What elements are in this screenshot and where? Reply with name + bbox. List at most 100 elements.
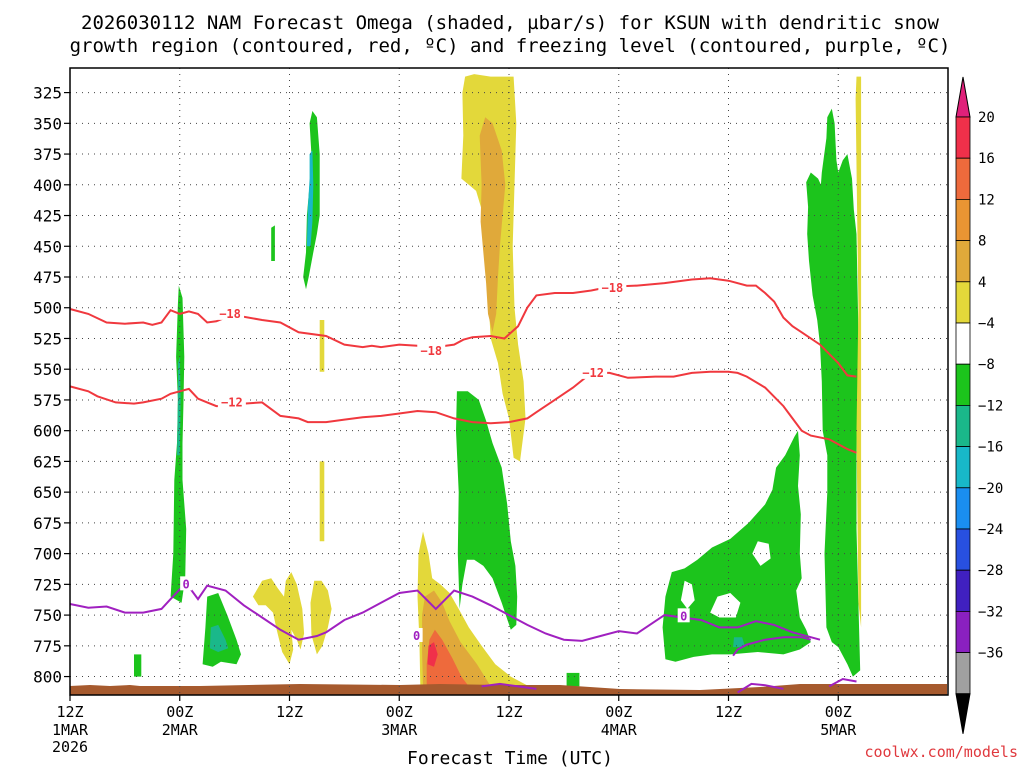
colorbar-swatch-12 [955,611,971,654]
freezing-level-line-label: 0 [413,629,420,643]
teal-blob-2mar-18z [209,624,229,652]
colorbar-swatch-11 [955,569,971,612]
y-tick-label: 675 [33,514,62,533]
colorbar-level-label: 8 [978,234,986,250]
dgz-minus18-line-label-bg [216,305,245,320]
yellow-cluster-2mar [252,572,305,665]
freezing-level-line-b [732,636,812,657]
chart-title-line2: growth region (contoured, red, ºC) and f… [70,35,951,57]
colorbar-swatch-9 [955,487,971,530]
white-hole-4mar-b [710,593,741,618]
colorbar-swatch-4 [955,281,971,324]
colorbar-level-label: −36 [978,646,1003,662]
teal-speck-4mar [733,637,745,648]
colorbar-level-label: 20 [978,110,995,126]
colorbar-level-label: −28 [978,563,1003,579]
colorbar-level-label: −24 [978,522,1003,538]
y-tick-label: 575 [33,391,62,410]
x-tick-label: 5MAR [820,721,857,739]
colorbar-level-label: −16 [978,440,1003,456]
colorbar-swatch-3 [955,240,971,283]
y-tick-label: 650 [33,483,62,502]
y-tick-label: 800 [33,668,62,687]
dgz-minus18-line-label: −18 [219,307,241,321]
colorbar-swatch-6 [955,363,971,406]
y-tick-label: 625 [33,452,62,471]
dgz-minus18-line [69,277,857,378]
colorbar-swatch-10 [955,528,971,571]
y-tick-label: 475 [33,268,62,287]
yellow-sliver-5mar [855,76,862,628]
darkorange-lower-3mar [426,629,469,687]
x-tick-label: 12Z [715,703,742,721]
y-tick-label: 500 [33,299,62,318]
green-lower-3mar [456,391,518,630]
freezing-level-line-label-bg [677,608,690,623]
freezing-level-line-label: 0 [680,609,687,623]
teal-streak-2mar [177,356,181,456]
colorbar: 20 16 12 8 4 −4 −8 −12 −16 −20 −24 −28 −32 −36 [955,76,1003,734]
x-tick-label: 12Z [56,703,83,721]
white-hole-4mar-a [680,580,695,609]
colorbar-swatch-1 [955,157,971,200]
colorbar-bottom-arrow [955,693,971,734]
colorbar-level-label: 12 [978,192,995,208]
colorbar-level-label: −8 [978,357,995,373]
freezing-level-line-label-bg [180,576,193,591]
green-blob-2mar-18z [202,593,241,667]
x-tick-label: 00Z [386,703,413,721]
green-speck-4mar [566,672,580,687]
dgz-minus18-line-label: −18 [420,344,442,358]
colorbar-swatch-5 [955,322,971,365]
colorbar-swatch-8 [955,446,971,489]
x-tick-label: 00Z [166,703,193,721]
freezing-level-line-label: 0 [183,577,190,591]
freezing-level-line-d [737,682,784,694]
dgz-minus12-line [69,370,857,454]
colorbar-swatch-2 [955,198,971,241]
freezing-level-line-c [481,682,537,690]
y-tick-label: 700 [33,545,62,564]
y-tick-label: 325 [33,84,62,103]
chart-title-line1: 2026030112 NAM Forecast Omega (shaded, µ… [81,12,939,34]
y-tick-label: 550 [33,360,62,379]
x-tick-label: 3MAR [381,721,418,739]
x-tick-label: 2MAR [162,721,199,739]
colorbar-swatch-13 [955,652,971,695]
dgz-minus18-line-label-bg [598,280,627,295]
yellow-dash-2mar-b [319,461,325,542]
white-hole-4mar-c [752,541,771,566]
credit-text: coolwx.com/models [864,743,1018,761]
y-tick-label: 350 [33,114,62,133]
x-tick-label: 00Z [605,703,632,721]
y-tick-label: 775 [33,637,62,656]
x-axis-label: Forecast Time (UTC) [407,748,613,768]
dgz-minus18-line-label-bg [417,342,446,357]
colorbar-level-label: −12 [978,398,1003,414]
y-tick-label: 725 [33,575,62,594]
x-tick-label: 12Z [495,703,522,721]
yellow-cluster-2mar-b [310,580,332,655]
freezing-level-line-label-bg [410,627,423,642]
y-tick-label: 375 [33,145,62,164]
dgz-minus12-line-label: −12 [582,366,604,380]
yellow-dash-2mar-a [319,320,325,372]
colorbar-level-label: −20 [978,481,1003,497]
y-tick-label: 525 [33,329,62,348]
dgz-minus18-line-label: −18 [602,281,624,295]
colorbar-top-arrow [955,76,971,118]
orange-upper-3mar [479,117,506,333]
colorbar-level-label: 4 [978,275,986,291]
freezing-level-line-e [828,677,857,688]
colorbar-swatch-7 [955,404,971,447]
y-tick-label: 450 [33,237,62,256]
green-lower-4mar [662,430,811,662]
y-tick-label: 600 [33,422,62,441]
x-tick-label: 4MAR [601,721,638,739]
colorbar-level-label: −32 [978,604,1003,620]
dgz-minus12-line-label: −12 [221,395,243,409]
y-tick-label: 425 [33,207,62,226]
green-column-5mar [806,108,861,677]
